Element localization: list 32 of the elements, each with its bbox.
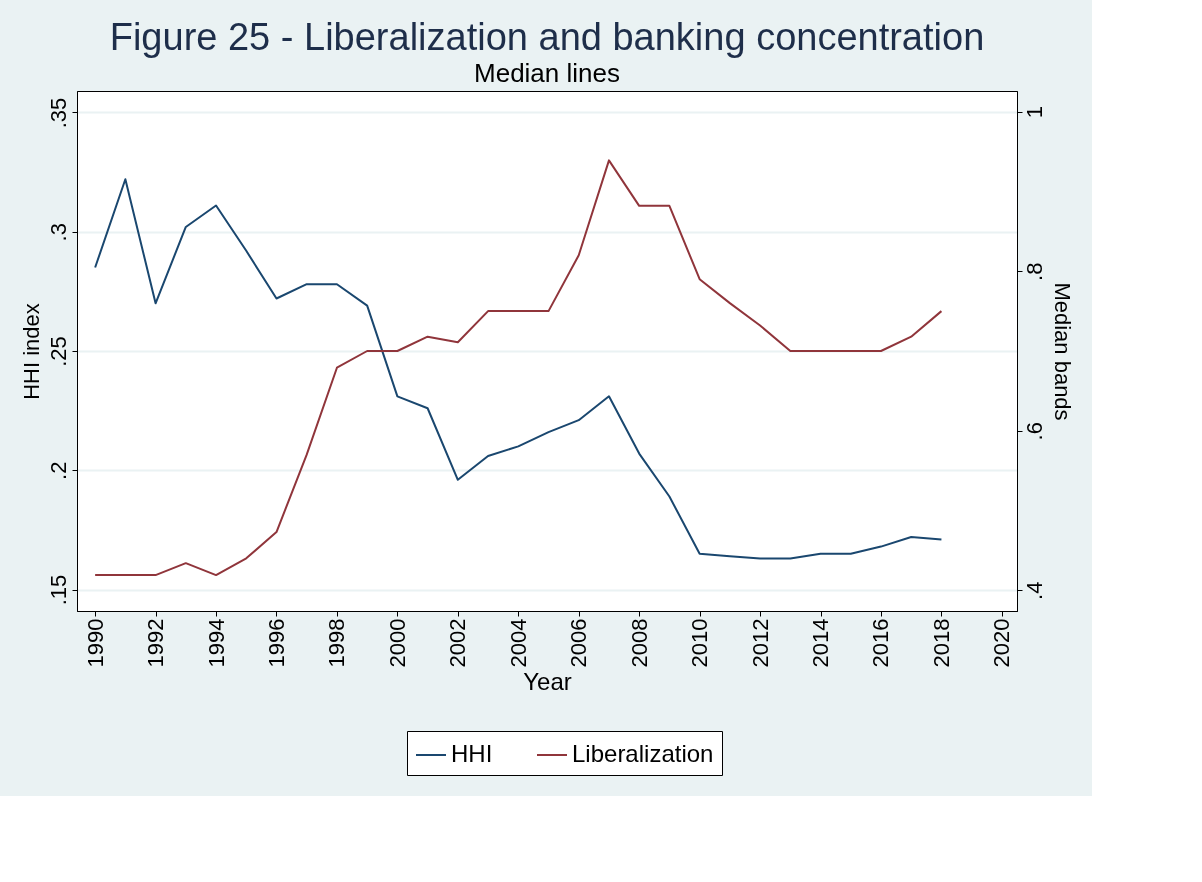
x-tick-label: 2014 — [808, 618, 834, 668]
x-tick-label: 1998 — [324, 618, 350, 668]
y2-tick-label: .8 — [1021, 262, 1047, 281]
y2-tick-label: .6 — [1021, 422, 1047, 441]
y-tick-label: .15 — [45, 574, 71, 606]
x-tick-label: 2002 — [445, 618, 471, 668]
y2-tick-label: 1 — [1021, 106, 1047, 119]
x-tick-label: 1994 — [203, 618, 229, 668]
x-tick-label: 2004 — [505, 618, 531, 668]
legend-label: HHI — [451, 740, 493, 767]
x-tick-label: 1990 — [82, 618, 108, 668]
x-tick-label: 2018 — [928, 618, 954, 668]
chart-subtitle: Median lines — [474, 58, 620, 88]
y-tick-label: .3 — [45, 223, 71, 242]
y2-tick-label: .4 — [1021, 581, 1047, 600]
x-tick-label: 2000 — [384, 618, 410, 668]
x-tick-label: 2008 — [626, 618, 652, 668]
y-tick-label: .2 — [45, 461, 71, 480]
y-tick-label: .35 — [45, 97, 71, 129]
x-tick-label: 2012 — [747, 618, 773, 668]
y-tick-label: .25 — [45, 336, 71, 367]
x-tick-label: 1996 — [263, 618, 289, 668]
x-axis-title: Year — [523, 668, 572, 696]
chart-title: Figure 25 - Liberalization and banking concentration — [109, 16, 985, 58]
x-tick-label: 2010 — [687, 618, 713, 668]
x-tick-label: 1992 — [143, 618, 169, 668]
x-tick-label: 2006 — [566, 618, 592, 668]
x-tick-label: 2020 — [989, 618, 1015, 668]
y-axis-title: HHI index — [18, 303, 44, 400]
y2-axis-title: Median bands — [1049, 282, 1075, 421]
legend-label: Liberalization — [572, 740, 714, 767]
x-tick-label: 2016 — [868, 618, 894, 668]
